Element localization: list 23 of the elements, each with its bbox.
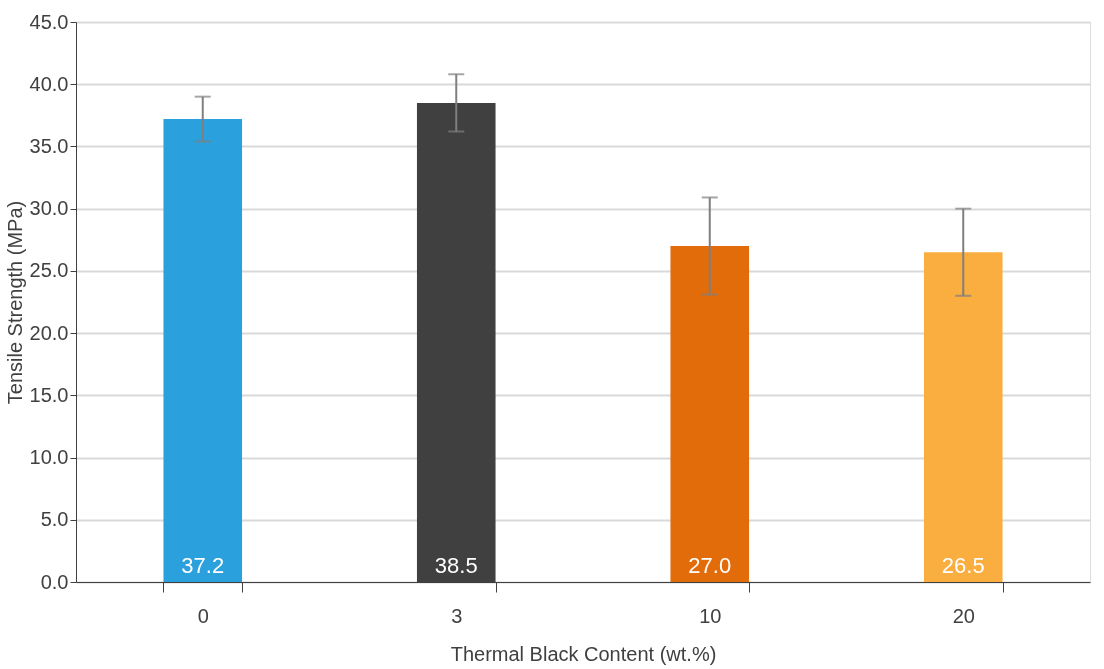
bar [923, 252, 1003, 582]
y-tick-label: 35.0 [29, 134, 69, 157]
y-tick-label: 30.0 [29, 197, 69, 220]
x-tick-label: 0 [197, 604, 209, 627]
bar [163, 119, 243, 582]
y-tick-label: 15.0 [29, 383, 69, 406]
data-label: 26.5 [941, 553, 985, 578]
y-tick-label: 25.0 [29, 259, 69, 282]
x-tick-label: 3 [451, 604, 463, 627]
y-tick-label: 40.0 [29, 72, 69, 95]
y-axis-title: Tensile Strength (MPa) [3, 200, 26, 405]
x-tick-label: 20 [952, 604, 975, 627]
y-tick-label: 45.0 [29, 10, 69, 33]
data-label: 38.5 [434, 553, 478, 578]
y-tick-label: 0.0 [40, 570, 69, 593]
x-axis-title: Thermal Black Content (wt.%) [450, 642, 717, 665]
data-label: 27.0 [688, 553, 732, 578]
x-tick-label: 10 [699, 604, 722, 627]
bar [670, 246, 750, 582]
y-tick-label: 5.0 [40, 508, 69, 531]
y-tick-label: 20.0 [29, 321, 69, 344]
y-tick-label: 10.0 [29, 446, 69, 469]
data-label: 37.2 [181, 553, 225, 578]
